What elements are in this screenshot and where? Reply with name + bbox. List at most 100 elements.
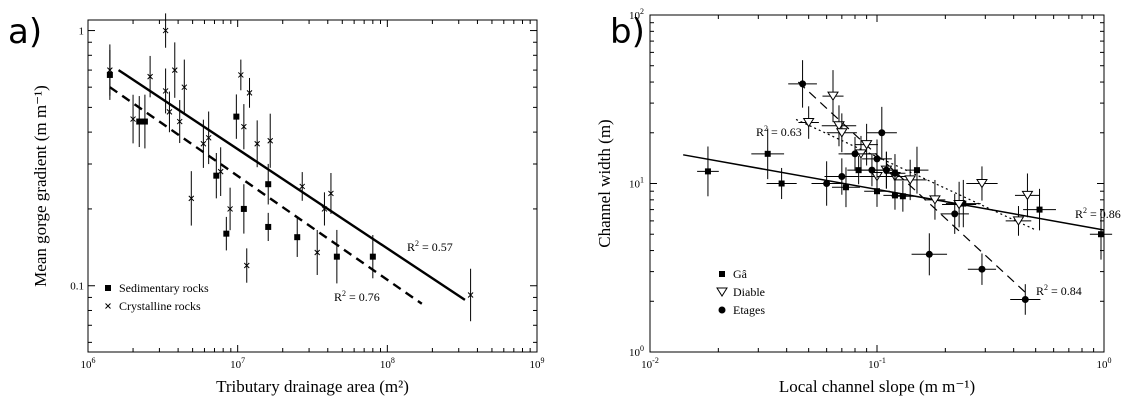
data-point-square bbox=[704, 168, 711, 175]
data-point-square bbox=[265, 181, 272, 188]
data-point-triangle bbox=[1021, 190, 1034, 201]
legend-marker-triangle bbox=[716, 287, 728, 297]
data-point-square bbox=[913, 167, 920, 174]
data-point-triangle bbox=[802, 118, 815, 128]
data-point-circle bbox=[838, 173, 846, 181]
data-point-square bbox=[233, 113, 240, 120]
data-point-cross bbox=[166, 109, 173, 115]
fit-line-dashed bbox=[797, 81, 1028, 295]
data-point-cross bbox=[227, 206, 233, 212]
data-point-circle bbox=[882, 166, 890, 174]
chart-b: R2 = 0.86 R2 = 0.63 R2 = 0.84 Gâ Diable Etage… bbox=[649, 14, 1121, 353]
data-point-cross bbox=[254, 140, 261, 147]
legend-label: Etages bbox=[733, 303, 765, 317]
r2-annotation: R2 = 0.63 bbox=[756, 124, 802, 139]
data-point-circle bbox=[851, 150, 859, 158]
data-point-square bbox=[141, 118, 148, 125]
data-point-cross bbox=[243, 262, 250, 269]
data-point-cross bbox=[299, 183, 306, 190]
data-point-square bbox=[899, 193, 906, 200]
data-point-square bbox=[240, 205, 247, 212]
legend-label: Sedimentary rocks bbox=[119, 281, 209, 295]
data-point-cross bbox=[181, 84, 188, 91]
r2-annotation: R2 = 0.76 bbox=[334, 289, 380, 304]
fit-line-dashed bbox=[109, 86, 423, 305]
data-point-square bbox=[369, 253, 376, 260]
legend-marker-circle bbox=[718, 306, 726, 314]
panel-b-label: b) bbox=[610, 12, 645, 52]
y-axis-label: Channel width (m) bbox=[595, 119, 614, 247]
data-point-square bbox=[1097, 231, 1104, 238]
data-point-square bbox=[333, 253, 340, 260]
data-point-square bbox=[960, 200, 967, 207]
data-point-circle bbox=[799, 80, 807, 88]
y-tick-label: 100 bbox=[629, 344, 644, 359]
data-point-triangle bbox=[904, 175, 917, 185]
data-point-square bbox=[294, 234, 301, 241]
legend-marker-cross bbox=[105, 303, 111, 309]
data-point-cross bbox=[200, 140, 207, 147]
data-point-cross bbox=[321, 206, 328, 212]
data-point-circle bbox=[891, 169, 899, 177]
panel-a-label: a) bbox=[8, 12, 43, 52]
r2-annotation: R2 = 0.86 bbox=[1075, 206, 1121, 221]
data-point-triangle bbox=[976, 179, 988, 189]
data-point-square bbox=[223, 230, 230, 237]
data-point-cross bbox=[171, 67, 178, 73]
data-point-square bbox=[136, 118, 143, 125]
data-point-circle bbox=[925, 250, 933, 258]
data-point-cross bbox=[246, 90, 253, 96]
data-point-cross bbox=[176, 118, 183, 125]
data-point-cross bbox=[267, 137, 274, 144]
x-tick-label: 10-2 bbox=[641, 356, 659, 371]
x-axis-label: Tributary drainage area (m²) bbox=[216, 377, 409, 396]
data-point-triangle bbox=[929, 195, 941, 205]
data-point-square bbox=[265, 223, 272, 230]
data-point-cross bbox=[314, 249, 321, 256]
fit-line-dotted bbox=[795, 118, 1036, 231]
y-tick-label: 102 bbox=[629, 7, 644, 22]
y-tick-label: 1 bbox=[79, 26, 85, 38]
data-point-triangle bbox=[827, 91, 839, 102]
r2-annotation: R2 = 0.57 bbox=[407, 239, 453, 254]
x-tick-label: 107 bbox=[230, 356, 245, 371]
legend-label: Diable bbox=[733, 285, 765, 299]
data-point-square bbox=[778, 180, 785, 187]
fit-line-solid bbox=[683, 154, 1105, 231]
data-point-circle bbox=[1021, 295, 1029, 303]
data-point-cross bbox=[162, 88, 169, 94]
r2-annotation: R2 = 0.84 bbox=[1036, 283, 1082, 298]
x-tick-label: 109 bbox=[530, 356, 545, 371]
legend-label: Gâ bbox=[733, 267, 748, 281]
chart-a: R2 = 0.57 R2 = 0.76 Sedimentary rocks Cryst… bbox=[87, 13, 538, 353]
data-point-triangle bbox=[835, 128, 848, 138]
data-point-cross bbox=[467, 292, 474, 298]
data-point-square bbox=[842, 184, 849, 191]
data-point-square bbox=[764, 150, 771, 157]
x-tick-label: 100 bbox=[1097, 356, 1112, 371]
data-point-square bbox=[213, 172, 220, 179]
data-point-square bbox=[1036, 206, 1043, 213]
fit-line-solid bbox=[117, 69, 466, 301]
y-tick-label: 101 bbox=[629, 176, 644, 191]
x-tick-label: 10-1 bbox=[868, 356, 886, 371]
data-point-cross bbox=[147, 73, 153, 80]
data-point-circle bbox=[823, 180, 831, 187]
x-tick-label: 108 bbox=[380, 356, 395, 371]
y-tick-label: 0.1 bbox=[70, 281, 84, 293]
data-point-square bbox=[855, 167, 862, 174]
legend-marker-square bbox=[719, 271, 725, 277]
data-point-cross bbox=[217, 168, 224, 175]
data-point-circle bbox=[868, 166, 876, 174]
plot-frame bbox=[87, 19, 538, 353]
data-point-triangle bbox=[1012, 216, 1025, 226]
legend-label: Crystalline rocks bbox=[119, 299, 201, 313]
data-point-triangle bbox=[953, 200, 966, 210]
data-point-cross bbox=[241, 123, 247, 130]
data-point-circle bbox=[978, 265, 986, 273]
y-axis-label: Mean gorge gradient (m m⁻¹) bbox=[31, 85, 50, 287]
data-point-cross bbox=[237, 72, 244, 78]
data-point-cross bbox=[188, 195, 195, 202]
data-point-circle bbox=[878, 129, 886, 137]
